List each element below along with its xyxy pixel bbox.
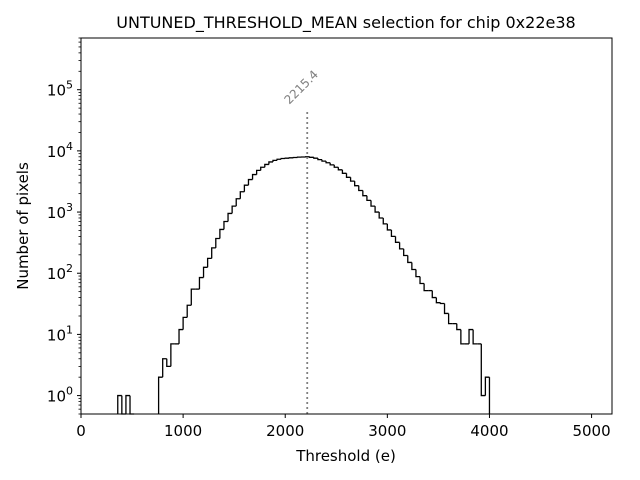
x-tick-label: 2000 xyxy=(266,422,304,440)
histogram-bin xyxy=(170,343,175,367)
histogram-bin xyxy=(443,303,449,315)
histogram-bin xyxy=(435,297,441,304)
histogram-bin xyxy=(268,161,273,165)
y-tick-label: 100 xyxy=(47,385,73,406)
histogram-bin xyxy=(403,248,408,257)
histogram-bin xyxy=(456,323,461,331)
histogram-bin xyxy=(231,205,237,214)
histogram-bin xyxy=(447,313,453,325)
histogram-bin xyxy=(325,161,331,164)
histogram-bin xyxy=(223,220,229,230)
histogram-bin xyxy=(272,159,278,162)
histogram-bin xyxy=(370,200,376,207)
histogram-bin xyxy=(235,198,241,207)
histogram-bin xyxy=(239,191,245,199)
histogram-bin xyxy=(309,156,314,158)
histogram-bin xyxy=(243,184,249,192)
y-tick-label: 105 xyxy=(47,79,73,100)
x-tick-label: 5000 xyxy=(572,422,610,440)
histogram-bin xyxy=(341,169,347,174)
histogram-bin xyxy=(390,229,396,238)
x-tick-label: 4000 xyxy=(470,422,508,440)
histogram-bin xyxy=(439,302,445,305)
histogram-bin xyxy=(215,237,220,248)
histogram-bin xyxy=(345,173,351,178)
histogram-bin xyxy=(178,328,184,344)
histogram-bin xyxy=(366,195,372,202)
histogram-bin xyxy=(182,316,188,330)
histogram-bin xyxy=(117,394,122,414)
histogram-bin xyxy=(219,228,224,239)
histogram-bin xyxy=(480,343,486,397)
histogram-bin xyxy=(125,394,131,414)
y-tick-label: 103 xyxy=(47,201,73,222)
histogram-bin xyxy=(321,159,327,162)
histogram-bin xyxy=(472,329,478,345)
histogram-bin xyxy=(264,163,269,168)
histogram-bin xyxy=(280,157,286,160)
plot-frame xyxy=(80,37,613,415)
histogram-bin xyxy=(484,376,490,396)
histogram-bin xyxy=(378,212,384,219)
histogram-bin xyxy=(186,304,192,318)
y-tick-label: 101 xyxy=(47,323,73,344)
histogram-bin xyxy=(227,212,233,222)
histogram-bin xyxy=(255,169,261,175)
x-axis-label: Threshold (e) xyxy=(295,447,396,465)
histogram-bin xyxy=(337,167,343,171)
histogram-bin xyxy=(260,166,265,171)
histogram-bin xyxy=(166,358,171,368)
plot-area: 2215.4 xyxy=(117,67,491,415)
histogram-bin xyxy=(386,223,392,231)
histogram-bin xyxy=(157,376,163,414)
x-tick-label: 3000 xyxy=(368,422,406,440)
chart-title: UNTUNED_THRESHOLD_MEAN selection for chi… xyxy=(116,13,575,33)
histogram-bin xyxy=(423,283,429,292)
histogram-bin xyxy=(211,247,216,259)
histogram-bin xyxy=(382,217,388,225)
histogram-bin xyxy=(329,162,335,166)
histogram-bin xyxy=(354,181,359,187)
histogram-bin xyxy=(202,266,208,278)
y-tick-label: 102 xyxy=(47,262,73,283)
histogram-bin xyxy=(251,173,257,180)
y-tick-label: 104 xyxy=(47,140,73,161)
histogram-bin xyxy=(190,288,196,306)
histogram-bin xyxy=(362,190,367,197)
histogram-bin xyxy=(349,177,355,182)
x-tick-label: 0 xyxy=(76,422,86,440)
histogram-bin xyxy=(129,395,135,415)
histogram-bin xyxy=(398,242,404,250)
histogram-bin xyxy=(394,236,400,243)
mean-threshold-label: 2215.4 xyxy=(281,67,321,107)
y-axis-label: Number of pixels xyxy=(14,162,32,290)
histogram-bin xyxy=(206,257,212,268)
histogram-bin xyxy=(313,157,318,159)
histogram-bin xyxy=(407,255,412,264)
axes: 0 1000 2000 3000 4000 5000 100 101 102 103 104 105 xyxy=(47,37,613,440)
histogram-bin xyxy=(162,358,167,378)
histogram-bin xyxy=(317,158,322,161)
x-tick-label: 1000 xyxy=(164,422,202,440)
histogram-bin xyxy=(333,164,339,168)
histogram-bin xyxy=(468,328,474,344)
histogram-bin xyxy=(276,158,282,161)
histogram-bin xyxy=(419,276,425,285)
histogram-bin xyxy=(431,290,437,299)
histogram-bin xyxy=(411,262,416,271)
histogram-bin xyxy=(198,276,204,290)
histogram-bin xyxy=(247,178,253,186)
histogram-bin xyxy=(358,185,363,192)
histogram-bin xyxy=(460,329,465,345)
histogram-bin xyxy=(374,206,380,213)
histogram-bin xyxy=(415,269,421,278)
